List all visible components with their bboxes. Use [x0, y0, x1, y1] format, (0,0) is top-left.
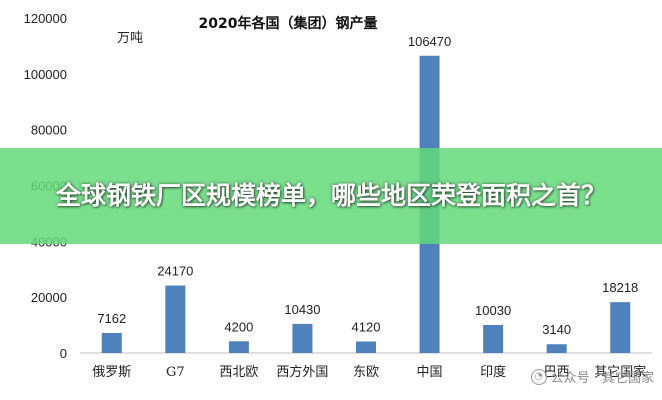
x-tick-label: 东欧 [353, 365, 379, 380]
data-label: 4200 [224, 319, 253, 334]
bar [610, 302, 631, 353]
bar [356, 341, 376, 353]
watermark: ◔ 公众号 · 其它国家 [530, 367, 654, 386]
unit-label: 万吨 [117, 31, 143, 46]
data-label: 4120 [352, 319, 381, 334]
x-tick-label: 西方外国 [276, 364, 328, 380]
chat-bubble-icon: ◔ [530, 368, 547, 385]
data-label: 3140 [542, 322, 571, 337]
x-tick-label: 俄罗斯 [92, 365, 131, 380]
x-tick-label: 中国 [417, 365, 443, 380]
x-tick-label: 西北欧 [219, 365, 258, 380]
data-label: 24170 [157, 264, 193, 279]
bar [546, 344, 567, 353]
chart-title: 2020年各国（集团）钢产量 [199, 15, 378, 32]
x-tick-label: 印度 [480, 364, 506, 380]
headline-banner: 全球钢铁厂区规模榜单，哪些地区荣登面积之首？ [0, 148, 662, 244]
data-label: 10030 [475, 303, 511, 318]
x-tick-label: 其它国家 [594, 364, 646, 380]
bar [228, 341, 249, 353]
watermark-text: 公众号 · 其它国家 [550, 371, 654, 386]
y-tick-label: 120000 [24, 11, 67, 26]
bar [292, 323, 313, 353]
data-label: 7162 [97, 311, 126, 326]
y-tick-label: 0 [60, 346, 67, 361]
bars [101, 55, 631, 354]
bar [101, 333, 122, 353]
bar [483, 324, 504, 353]
x-tick-label: 巴西 [544, 365, 570, 380]
bar [165, 285, 186, 353]
x-tick-label: G7 [166, 365, 185, 380]
headline-text: 全球钢铁厂区规模榜单，哪些地区荣登面积之首？ [55, 181, 606, 210]
x-axis-ticks: 俄罗斯 G7 西北欧 西方外国 东欧 中国 印度 巴西 其它国家 [92, 364, 646, 380]
y-tick-label: 20000 [31, 290, 67, 305]
data-label: 106470 [408, 34, 451, 49]
data-label: 10430 [284, 302, 320, 317]
data-labels: 7162 24170 4200 10430 4120 106470 10030 3140 182… [97, 34, 638, 337]
y-tick-label: 80000 [31, 123, 67, 138]
data-label: 18218 [602, 280, 638, 295]
y-tick-label: 100000 [24, 67, 67, 82]
